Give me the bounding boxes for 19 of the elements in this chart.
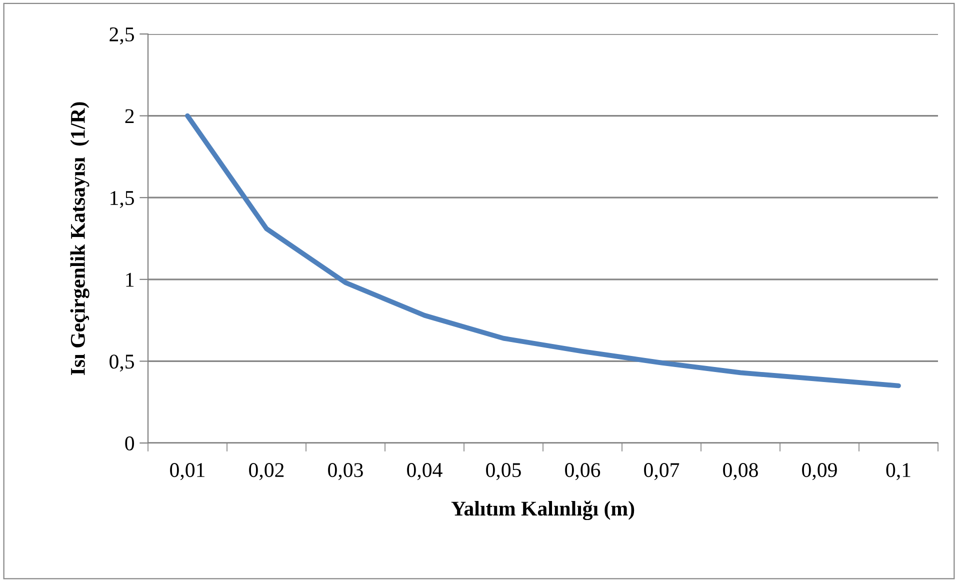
- y-tick-label: 2,5: [110, 27, 134, 44]
- x-tick-label: 0,02: [249, 463, 284, 480]
- x-tick-label: 0,06: [565, 463, 600, 480]
- x-tick-label: 0,07: [644, 463, 680, 480]
- x-tick-label: 0,1: [886, 463, 910, 480]
- x-tick-label: 0,05: [486, 463, 521, 480]
- x-tick-label: 0,08: [723, 463, 758, 480]
- y-tick-label: 1: [126, 272, 134, 287]
- x-tick-label: 0,01: [170, 463, 204, 480]
- y-tick-label: 0: [125, 436, 134, 450]
- x-tick-label: 0,04: [407, 463, 442, 480]
- x-axis-title: Yalıtım Kalınlığı (m): [451, 500, 634, 520]
- y-tick-label: 0,5: [110, 354, 134, 372]
- x-tick-label: 0,03: [328, 463, 363, 480]
- line-series: [185, 113, 901, 388]
- y-axis-title: Isı Geçirgenlik Katsayısı (1/R): [70, 102, 90, 375]
- y-tick-label: 1,5: [110, 191, 134, 208]
- x-tick-label: 0,09: [802, 463, 837, 480]
- y-tick-label: 2: [125, 109, 134, 124]
